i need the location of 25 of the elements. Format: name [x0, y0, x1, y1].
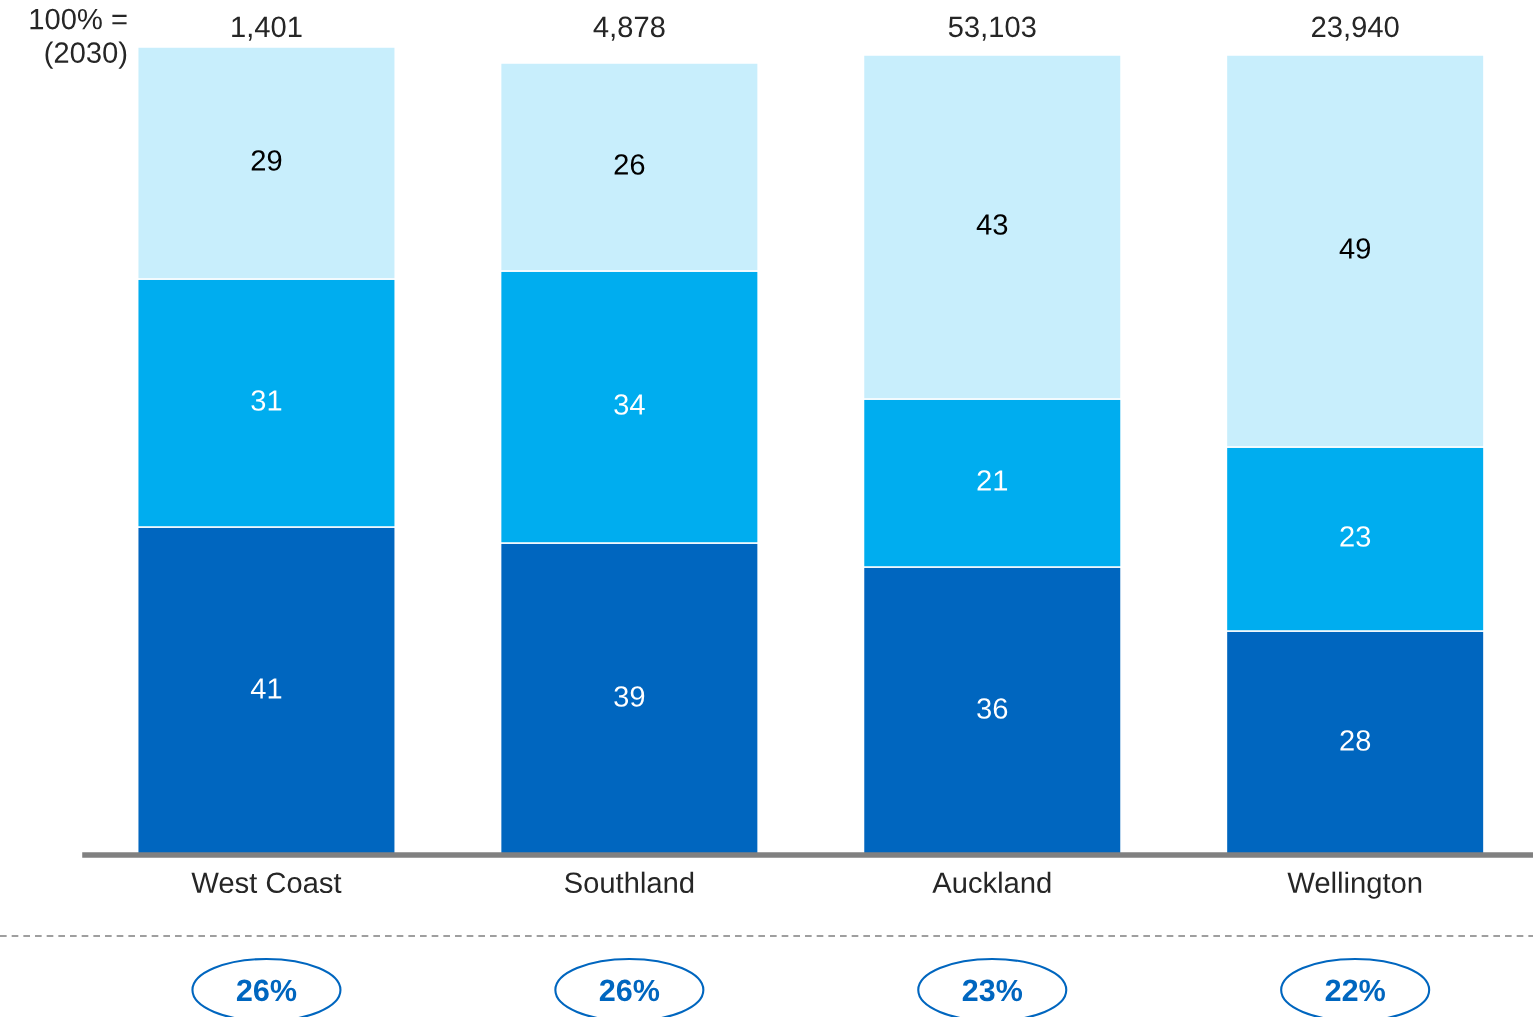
- data-label: 21: [977, 470, 1008, 491]
- data-label: 41: [250, 678, 282, 699]
- x-tick-label: Southland: [565, 871, 694, 894]
- x-tick-label: West Coast: [191, 872, 342, 894]
- text: 26%: [599, 979, 660, 1002]
- text: 26%: [236, 979, 297, 1002]
- text: 23%: [962, 979, 1023, 1002]
- x-tick-label: Auckland: [932, 871, 1051, 894]
- text: 1,401: [232, 16, 302, 41]
- data-label: 23: [1340, 526, 1371, 547]
- data-label: 31: [251, 390, 282, 411]
- data-label: 49: [1339, 238, 1371, 259]
- data-label: 43: [976, 214, 1008, 235]
- data-label: 39: [614, 686, 645, 707]
- data-label: 28: [1340, 730, 1371, 751]
- annotation: 100% = (2030): [30, 8, 127, 69]
- data-label: 29: [251, 150, 282, 171]
- data-label: 34: [614, 394, 645, 415]
- text: 4,878: [593, 16, 665, 41]
- data-label: 26: [614, 154, 645, 175]
- text: 22%: [1325, 979, 1385, 1002]
- text: 53,103: [948, 16, 1036, 41]
- data-label: 36: [977, 698, 1008, 719]
- x-tick-label: Wellington: [1287, 871, 1422, 899]
- text: 23,940: [1312, 16, 1399, 41]
